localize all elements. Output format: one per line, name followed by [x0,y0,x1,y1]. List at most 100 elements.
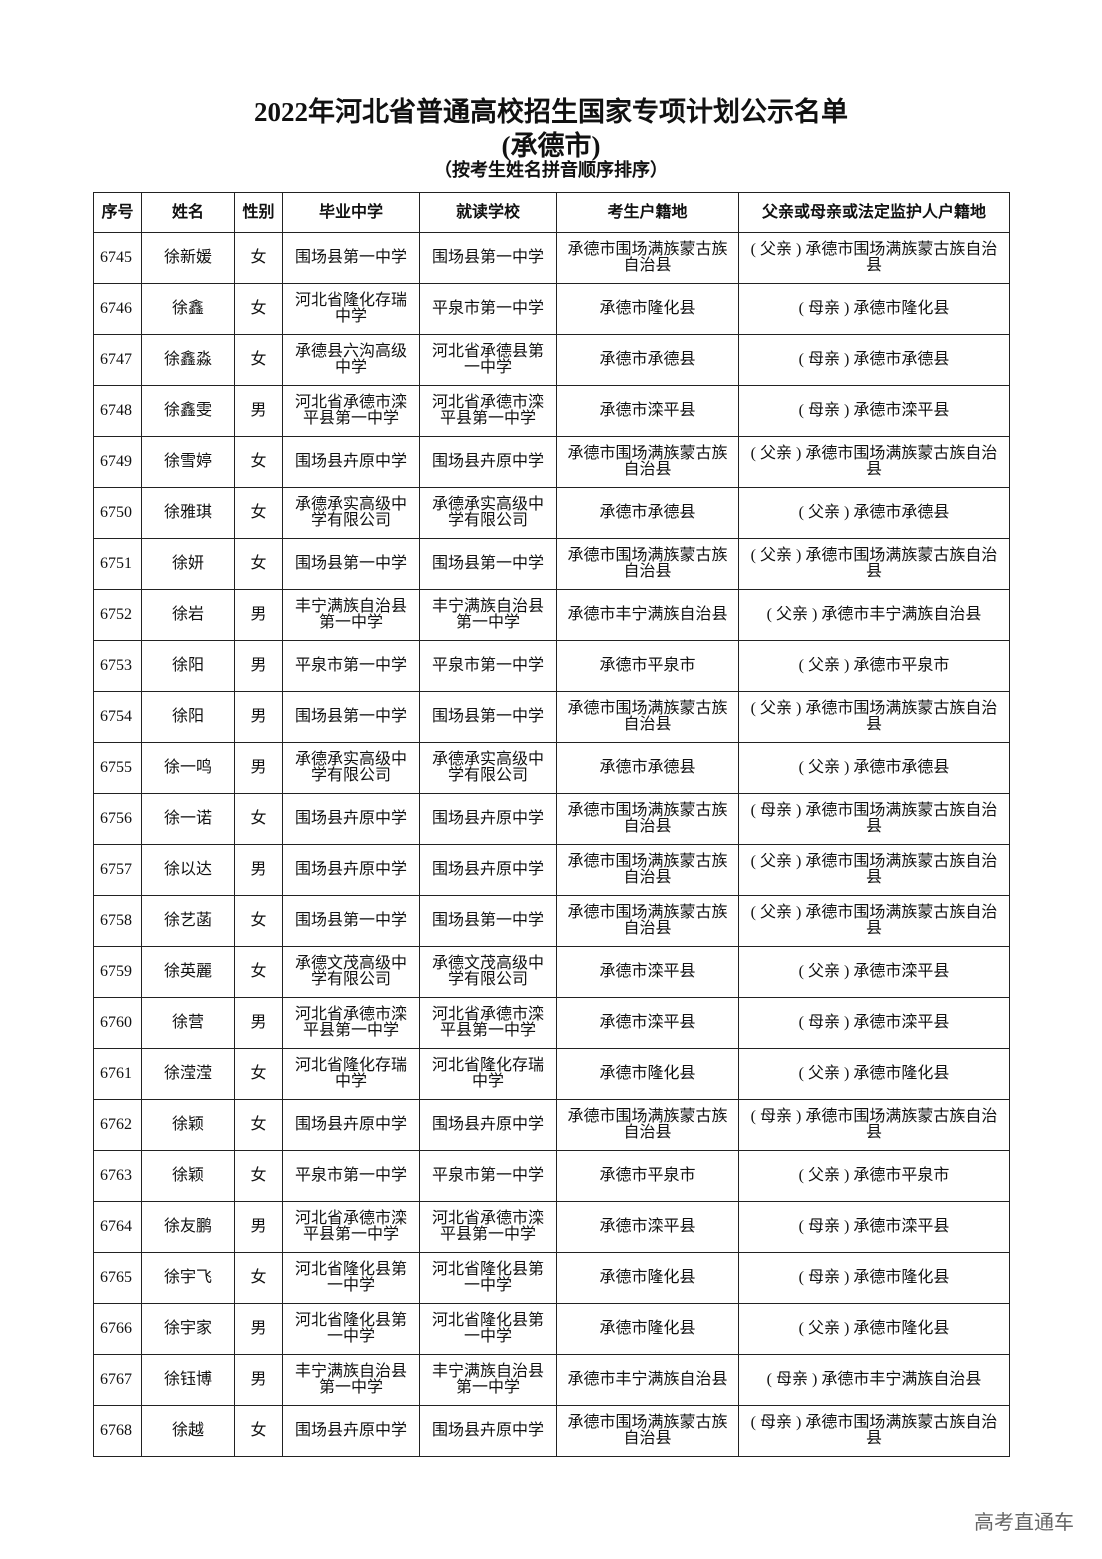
gender-cell: 男 [234,1354,283,1406]
student-hukou-cell: 承德市滦平县 [556,946,739,998]
student-name-cell: 徐颖 [141,1099,235,1151]
current-school-cell: 河北省承德县第一中学 [419,334,557,386]
guardian-hukou-cell: ( 母亲 ) 承德市丰宁满族自治县 [738,1354,1010,1406]
graduation-school-cell: 丰宁满族自治县第一中学 [282,1354,420,1406]
serial-number-cell: 6745 [93,232,142,284]
guardian-hukou-cell: ( 父亲 ) 承德市承德县 [738,487,1010,539]
student-hukou-cell: 承德市平泉市 [556,1150,739,1202]
column-header: 性别 [234,192,283,233]
gender-cell: 女 [234,895,283,947]
student-hukou-cell: 承德市围场满族蒙古族自治县 [556,691,739,743]
gender-cell: 男 [234,1201,283,1253]
gender-cell: 女 [234,946,283,998]
graduation-school-cell: 围场县卉原中学 [282,1099,420,1151]
current-school-cell: 承德承实高级中学有限公司 [419,487,557,539]
gender-cell: 女 [234,1405,283,1457]
graduation-school-cell: 河北省隆化存瑞中学 [282,283,420,335]
student-hukou-cell: 承德市丰宁满族自治县 [556,1354,739,1406]
table-row: 6759 徐英麗女承德文茂高级中学有限公司 承德文茂高级中学有限公司 承德市滦平县( … [93,946,1010,998]
serial-number-cell: 6756 [93,793,142,845]
table-row: 6755 徐一鸣男承德承实高级中学有限公司 承德承实高级中学有限公司 承德市承德县( … [93,742,1010,794]
current-school-cell: 河北省隆化县第一中学 [419,1303,557,1355]
current-school-cell: 河北省承德市滦平县第一中学 [419,1201,557,1253]
serial-number-cell: 6757 [93,844,142,896]
graduation-school-cell: 围场县第一中学 [282,538,420,590]
gender-cell: 女 [234,538,283,590]
guardian-hukou-cell: ( 父亲 ) 承德市平泉市 [738,1150,1010,1202]
document-subtitle: (承德市) [501,131,601,161]
serial-number-cell: 6762 [93,1099,142,1151]
table-row: 6756 徐一诺女围场县卉原中学 围场县卉原中学 承德市围场满族蒙古族自治县( 母亲 … [93,793,1010,845]
current-school-cell: 围场县第一中学 [419,538,557,590]
graduation-school-cell: 围场县第一中学 [282,895,420,947]
student-hukou-cell: 承德市隆化县 [556,1048,739,1100]
guardian-hukou-cell: ( 父亲 ) 承德市围场满族蒙古族自治县 [738,691,1010,743]
guardian-hukou-cell: ( 父亲 ) 承德市丰宁满族自治县 [738,589,1010,641]
table-row: 6749 徐雪婷女围场县卉原中学 围场县卉原中学 承德市围场满族蒙古族自治县( 父亲 … [93,436,1010,488]
student-name-cell: 徐雪婷 [141,436,235,488]
graduation-school-cell: 围场县卉原中学 [282,1405,420,1457]
gender-cell: 男 [234,589,283,641]
gender-cell: 女 [234,487,283,539]
serial-number-cell: 6764 [93,1201,142,1253]
table-row: 6754 徐阳男围场县第一中学 围场县第一中学 承德市围场满族蒙古族自治县( 父亲 )… [93,691,1010,743]
guardian-hukou-cell: ( 母亲 ) 承德市围场满族蒙古族自治县 [738,1405,1010,1457]
current-school-cell: 平泉市第一中学 [419,1150,557,1202]
student-name-cell: 徐友鹏 [141,1201,235,1253]
student-name-cell: 徐营 [141,997,235,1049]
student-hukou-cell: 承德市隆化县 [556,1303,739,1355]
current-school-cell: 围场县第一中学 [419,895,557,947]
current-school-cell: 围场县第一中学 [419,232,557,284]
student-name-cell: 徐雅琪 [141,487,235,539]
roster-table: 序号 姓名 性别 毕业中学 就读学校 考生户籍地 父亲或母亲或法定监护人户籍地 6745 徐新… [93,192,1010,1457]
student-hukou-cell: 承德市丰宁满族自治县 [556,589,739,641]
student-name-cell: 徐宇飞 [141,1252,235,1304]
current-school-cell: 围场县卉原中学 [419,436,557,488]
graduation-school-cell: 河北省隆化县第一中学 [282,1303,420,1355]
student-name-cell: 徐以达 [141,844,235,896]
gender-cell: 女 [234,232,283,284]
gender-cell: 女 [234,1150,283,1202]
serial-number-cell: 6747 [93,334,142,386]
serial-number-cell: 6759 [93,946,142,998]
serial-number-cell: 6766 [93,1303,142,1355]
student-hukou-cell: 承德市平泉市 [556,640,739,692]
student-name-cell: 徐岩 [141,589,235,641]
student-name-cell: 徐阳 [141,691,235,743]
serial-number-cell: 6755 [93,742,142,794]
graduation-school-cell: 河北省承德市滦平县第一中学 [282,997,420,1049]
student-hukou-cell: 承德市滦平县 [556,385,739,437]
student-hukou-cell: 承德市围场满族蒙古族自治县 [556,436,739,488]
current-school-cell: 围场县卉原中学 [419,844,557,896]
serial-number-cell: 6754 [93,691,142,743]
guardian-hukou-cell: ( 母亲 ) 承德市围场满族蒙古族自治县 [738,793,1010,845]
student-hukou-cell: 承德市围场满族蒙古族自治县 [556,538,739,590]
table-row: 6748 徐鑫雯男河北省承德市滦平县第一中学 河北省承德市滦平县第一中学 承德市滦平县… [93,385,1010,437]
student-hukou-cell: 承德市围场满族蒙古族自治县 [556,844,739,896]
guardian-hukou-cell: ( 父亲 ) 承德市围场满族蒙古族自治县 [738,436,1010,488]
table-row: 6765 徐宇飞女河北省隆化县第一中学 河北省隆化县第一中学 承德市隆化县( 母亲 )… [93,1252,1010,1304]
serial-number-cell: 6758 [93,895,142,947]
table-row: 6762 徐颖女围场县卉原中学 围场县卉原中学 承德市围场满族蒙古族自治县( 母亲 )… [93,1099,1010,1151]
guardian-hukou-cell: ( 母亲 ) 承德市滦平县 [738,997,1010,1049]
student-name-cell: 徐一鸣 [141,742,235,794]
student-name-cell: 徐一诺 [141,793,235,845]
table-row: 6746 徐鑫女河北省隆化存瑞中学 平泉市第一中学 承德市隆化县( 母亲 ) 承德市隆… [93,283,1010,335]
table-row: 6745 徐新媛女围场县第一中学 围场县第一中学 承德市围场满族蒙古族自治县( 父亲 … [93,232,1010,284]
current-school-cell: 丰宁满族自治县第一中学 [419,1354,557,1406]
guardian-hukou-cell: ( 父亲 ) 承德市平泉市 [738,640,1010,692]
serial-number-cell: 6748 [93,385,142,437]
student-name-cell: 徐艺菡 [141,895,235,947]
graduation-school-cell: 平泉市第一中学 [282,640,420,692]
gender-cell: 男 [234,691,283,743]
serial-number-cell: 6749 [93,436,142,488]
current-school-cell: 平泉市第一中学 [419,640,557,692]
student-hukou-cell: 承德市围场满族蒙古族自治县 [556,895,739,947]
column-header: 就读学校 [419,192,557,233]
student-hukou-cell: 承德市围场满族蒙古族自治县 [556,1405,739,1457]
student-name-cell: 徐滢滢 [141,1048,235,1100]
student-name-cell: 徐鑫淼 [141,334,235,386]
gender-cell: 女 [234,334,283,386]
gender-cell: 女 [234,1099,283,1151]
table-row: 6750 徐雅琪女承德承实高级中学有限公司 承德承实高级中学有限公司 承德市承德县( … [93,487,1010,539]
